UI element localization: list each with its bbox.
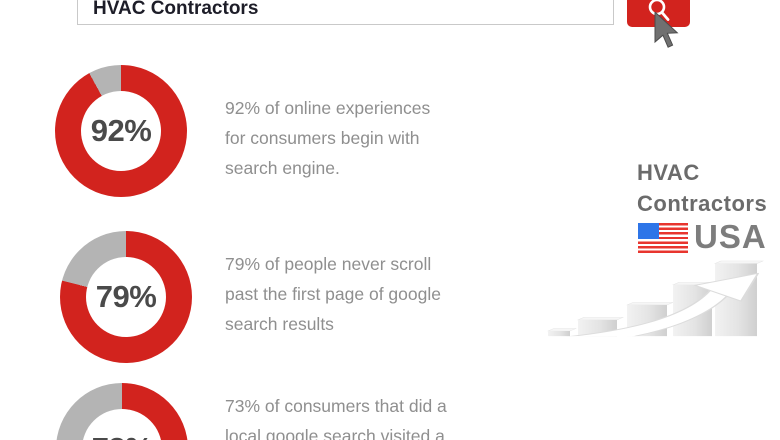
search-query-text: HVAC Contractors — [93, 0, 259, 19]
donut-chart-92: 92% — [55, 65, 187, 197]
growth-bar-chart — [547, 260, 764, 337]
donut-chart-73: 73% — [56, 383, 188, 440]
side-title-line1: HVAC — [637, 160, 700, 185]
country-label: USA — [694, 218, 767, 255]
caption-line: for consumers begin with — [225, 128, 420, 148]
side-panel-title: HVAC Contractors — [637, 157, 767, 219]
caption-line: search engine. — [225, 158, 340, 178]
caption-line: 73% of consumers that did a — [225, 396, 447, 416]
usa-flag-icon — [638, 223, 688, 253]
caption-line: 92% of online experiences — [225, 98, 431, 118]
donut-value-label: 92% — [90, 113, 152, 148]
caption-line: past the first page of google — [225, 284, 441, 304]
caption-line: local google search visited a — [225, 426, 445, 440]
caption-line: search results — [225, 314, 334, 334]
flag-canton — [638, 223, 659, 239]
donut-chart-79: 79% — [60, 231, 192, 363]
caption-line: 79% of people never scroll — [225, 254, 432, 274]
bar-group — [547, 260, 764, 337]
side-title-line2: Contractors — [637, 191, 768, 216]
donut-hole — [81, 91, 161, 171]
donut-hole — [86, 257, 166, 337]
donut-value-label: 73% — [56, 383, 188, 440]
stat-caption-73: 73% of consumers that did a local google… — [225, 391, 505, 440]
stat-caption-92: 92% of online experiences for consumers … — [225, 93, 505, 183]
stat-caption-79: 79% of people never scroll past the firs… — [225, 249, 505, 339]
rising-arrow-icon — [568, 272, 759, 337]
donut-value-label: 79% — [95, 279, 157, 314]
mouse-cursor-icon — [654, 12, 679, 48]
search-input[interactable]: HVAC Contractors — [77, 0, 614, 25]
